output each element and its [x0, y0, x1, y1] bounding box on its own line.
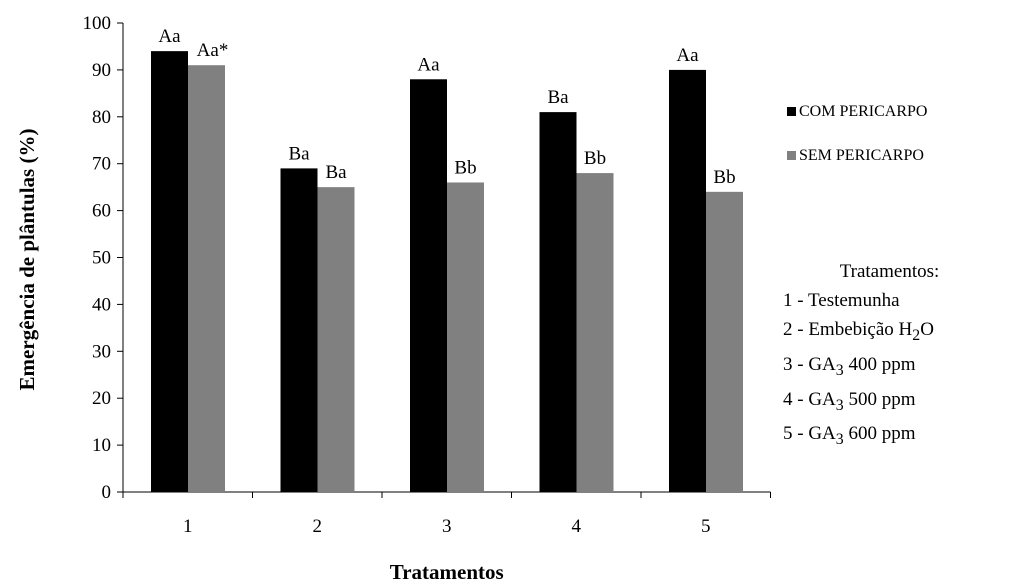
- treatment-item-5: 5 - GA3 600 ppm: [783, 423, 916, 449]
- legend-label-com: COM PERICARPO: [799, 103, 927, 120]
- treatments-title: Tratamentos:: [839, 261, 940, 282]
- bar-sem-4: [576, 173, 614, 492]
- legend-swatch-sem: [787, 151, 796, 160]
- y-tick-label: 80: [92, 107, 111, 128]
- bar-sem-3: [447, 182, 484, 492]
- bar-com-4: [539, 112, 577, 493]
- y-tick-label: 0: [102, 482, 112, 503]
- y-tick-label: 20: [92, 388, 111, 409]
- bar-com-5: [669, 69, 706, 493]
- y-tick-label: 40: [92, 294, 111, 315]
- bar-com-2: [280, 168, 318, 492]
- data-label: Bb: [454, 157, 476, 178]
- data-label: Ba: [288, 143, 310, 164]
- legend-swatch-com: [787, 107, 796, 116]
- y-tick-label: 10: [92, 435, 111, 456]
- bar-com-1: [151, 51, 188, 492]
- data-label: Bb: [584, 148, 606, 169]
- x-tick-label: 4: [572, 516, 582, 537]
- data-label: Aa: [158, 26, 181, 47]
- bar-sem-5: [706, 191, 743, 492]
- data-label: Aa*: [197, 40, 229, 61]
- bar-sem-2: [317, 187, 355, 492]
- treatment-item-3: 3 - GA3 400 ppm: [783, 353, 916, 379]
- y-tick-label: 30: [92, 341, 111, 362]
- y-tick-label: 50: [92, 248, 111, 269]
- x-axis-title: Tratamentos: [390, 560, 504, 584]
- data-label: Aa: [417, 54, 440, 75]
- bar-com-3: [410, 79, 447, 492]
- x-tick-label: 3: [442, 516, 452, 537]
- data-label: Bb: [713, 167, 735, 188]
- treatment-item-1: 1 - Testemunha: [783, 290, 900, 311]
- y-tick-label: 60: [92, 201, 111, 222]
- treatment-item-2: 2 - Embebição H2O: [783, 319, 934, 344]
- x-tick-label: 5: [701, 516, 711, 537]
- y-tick-label: 90: [92, 60, 111, 81]
- y-axis-title: Emergência de plântulas (%): [15, 129, 39, 391]
- data-label: Aa: [676, 45, 699, 66]
- y-tick-label: 70: [92, 154, 111, 175]
- data-label: Ba: [547, 87, 569, 108]
- data-label: Ba: [325, 162, 347, 183]
- y-tick-label: 100: [83, 13, 112, 34]
- treatment-item-4: 4 - GA3 500 ppm: [783, 388, 916, 414]
- treatments-note: Tratamentos: 1 - Testemunha 2 - Embebiçã…: [783, 257, 1008, 454]
- x-tick-label: 1: [183, 516, 193, 537]
- legend-label-sem: SEM PERICARPO: [799, 147, 924, 164]
- bar-sem-1: [188, 65, 225, 493]
- x-tick-label: 2: [313, 516, 323, 537]
